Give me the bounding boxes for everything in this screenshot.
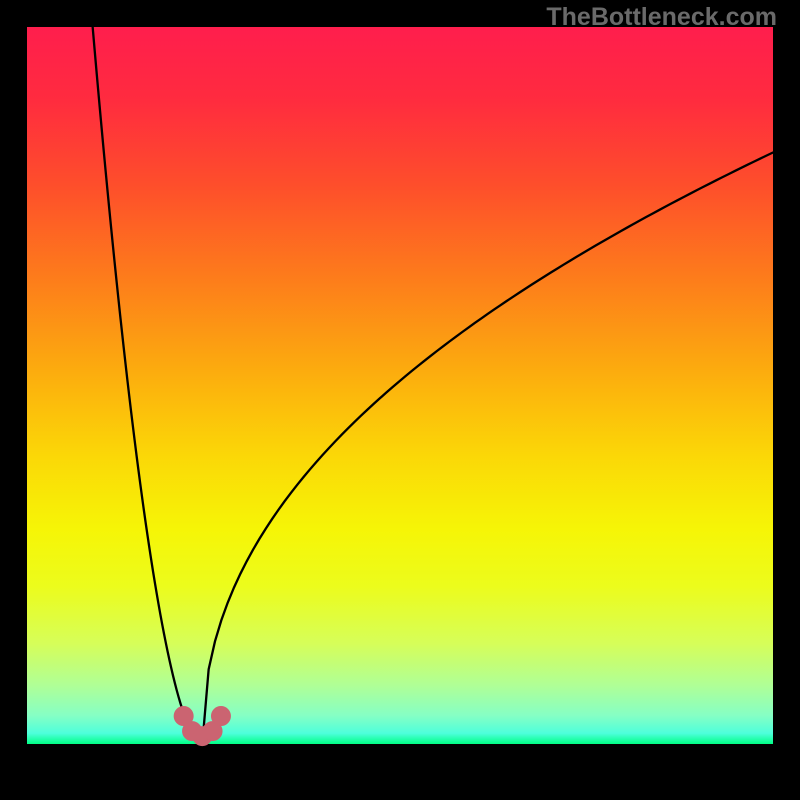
watermark-text: TheBottleneck.com — [546, 3, 777, 32]
optimum-marker-dot — [211, 707, 230, 726]
plot-background — [27, 27, 773, 744]
chart-svg — [0, 0, 800, 800]
chart-stage: TheBottleneck.com — [0, 0, 800, 800]
